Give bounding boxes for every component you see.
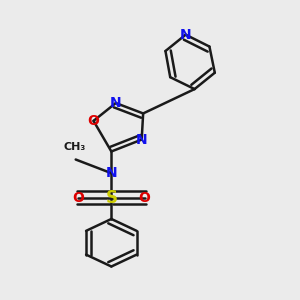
Text: N: N [110,96,122,110]
Text: O: O [72,190,84,205]
Text: N: N [106,166,117,180]
Text: N: N [180,28,191,42]
Text: N: N [136,133,148,147]
Text: S: S [105,189,117,207]
Text: O: O [139,190,151,205]
Text: O: O [88,114,100,128]
Text: CH₃: CH₃ [63,142,85,152]
